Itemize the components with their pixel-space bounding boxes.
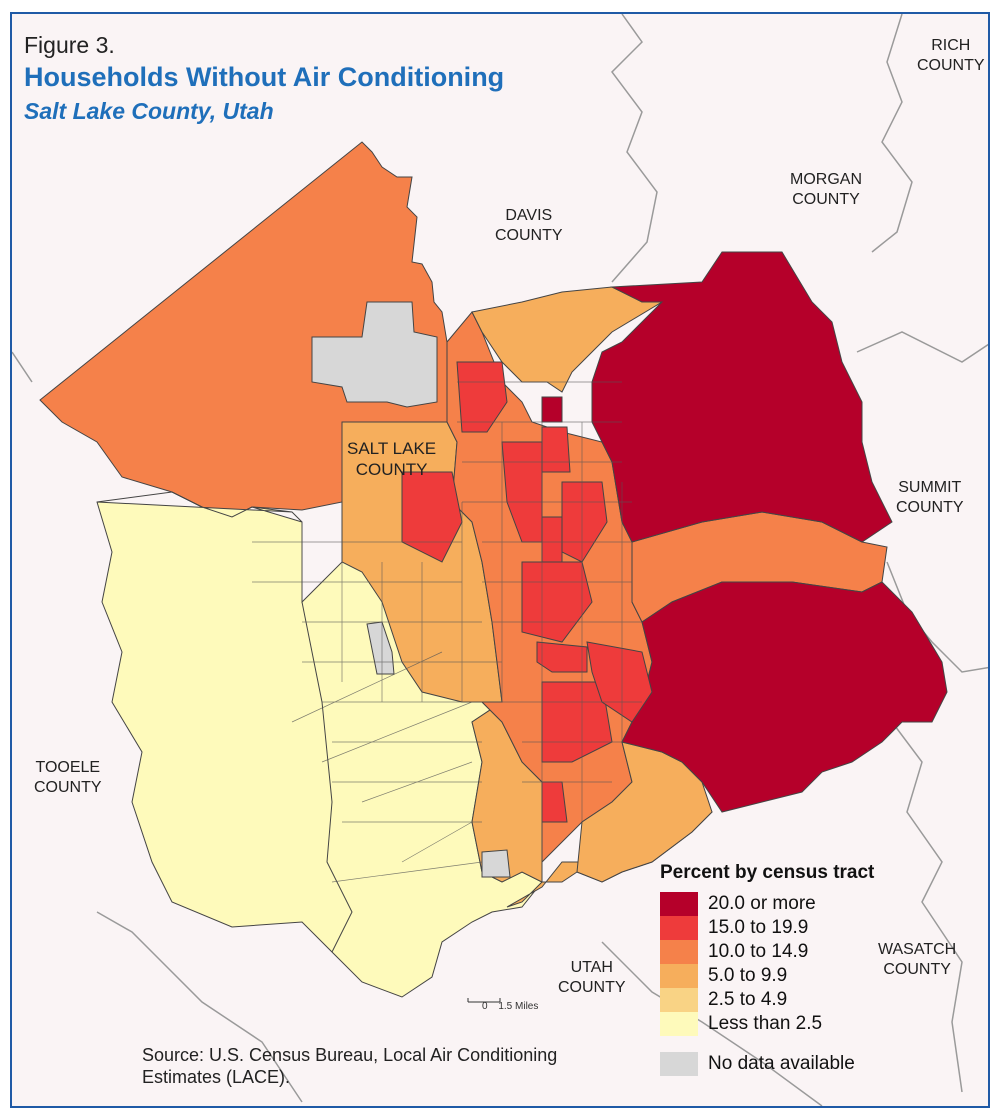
legend-swatch — [660, 940, 698, 964]
map-title: Households Without Air Conditioning — [24, 62, 505, 92]
map-subtitle: Salt Lake County, Utah — [24, 98, 274, 124]
legend-label: 2.5 to 4.9 — [708, 989, 788, 1010]
legend-label: 10.0 to 14.9 — [708, 941, 809, 962]
county-name: RICH — [931, 37, 971, 54]
county-name: MORGAN — [790, 171, 862, 188]
legend-swatch — [660, 892, 698, 916]
legend-swatch — [660, 1012, 698, 1036]
county-name: SALT LAKE — [347, 439, 437, 458]
census-tracts — [39, 141, 948, 998]
tract-no-data-north — [311, 301, 438, 408]
county-word: COUNTY — [896, 499, 964, 516]
legend-label: 5.0 to 9.9 — [708, 965, 788, 986]
county-label-davis: DAVIS COUNTY — [495, 206, 563, 246]
county-name: UTAH — [570, 959, 613, 976]
tract-northeast-light — [471, 286, 664, 393]
county-boundaries — [12, 14, 988, 1106]
map-canvas — [12, 14, 988, 1106]
source-note: Source: U.S. Census Bureau, Local Air Co… — [142, 1045, 558, 1087]
county-word: COUNTY — [792, 191, 860, 208]
legend-label: Less than 2.5 — [708, 1013, 823, 1034]
legend-label: No data available — [708, 1053, 855, 1074]
legend-swatch — [660, 964, 698, 988]
tract-northeast-20plus — [591, 251, 893, 543]
figure-label: Figure 3. — [24, 32, 115, 58]
county-name: SUMMIT — [898, 479, 962, 496]
legend-label: 15.0 to 19.9 — [708, 917, 809, 938]
county-label-utah: UTAH COUNTY — [558, 958, 626, 998]
tract-hotspot-1 — [541, 426, 571, 473]
county-name: TOOELE — [35, 759, 101, 776]
tract-mid-8 — [541, 781, 568, 823]
tract-hotspot-3 — [536, 641, 588, 673]
county-word: COUNTY — [355, 460, 428, 479]
legend-swatch — [660, 916, 698, 940]
county-word: COUNTY — [917, 57, 985, 74]
legend-label: 20.0 or more — [708, 893, 816, 914]
tract-lines — [252, 381, 642, 883]
scale-bar-label: 0 1.5 Miles — [482, 1001, 538, 1012]
map-frame: Figure 3. Households Without Air Conditi… — [10, 12, 990, 1108]
tract-hotspot-2 — [541, 516, 563, 563]
tract-hotspot-downtown — [541, 396, 563, 423]
legend-title: Percent by census tract — [660, 862, 875, 883]
county-label-wasatch: WASATCH COUNTY — [878, 940, 956, 980]
county-label-rich: RICH COUNTY — [917, 36, 985, 76]
tract-no-data-south — [481, 849, 511, 878]
tract-southeast-20plus — [621, 581, 948, 813]
county-word: COUNTY — [558, 979, 626, 996]
scale-zero: 0 — [482, 1001, 488, 1012]
tract-mid-1 — [456, 361, 508, 433]
county-word: COUNTY — [883, 961, 951, 978]
county-label-salt-lake: SALT LAKE COUNTY — [347, 438, 436, 480]
legend-swatch — [660, 988, 698, 1012]
scale-bar — [467, 998, 501, 1003]
county-label-tooele: TOOELE COUNTY — [34, 758, 102, 798]
county-word: COUNTY — [495, 227, 563, 244]
county-label-summit: SUMMIT COUNTY — [896, 478, 964, 518]
county-name: WASATCH — [878, 941, 957, 958]
county-name: DAVIS — [505, 207, 553, 224]
legend-swatch — [660, 1052, 698, 1076]
scale-distance: 1.5 Miles — [498, 1001, 539, 1012]
county-word: COUNTY — [34, 779, 102, 796]
county-label-morgan: MORGAN COUNTY — [790, 170, 862, 210]
